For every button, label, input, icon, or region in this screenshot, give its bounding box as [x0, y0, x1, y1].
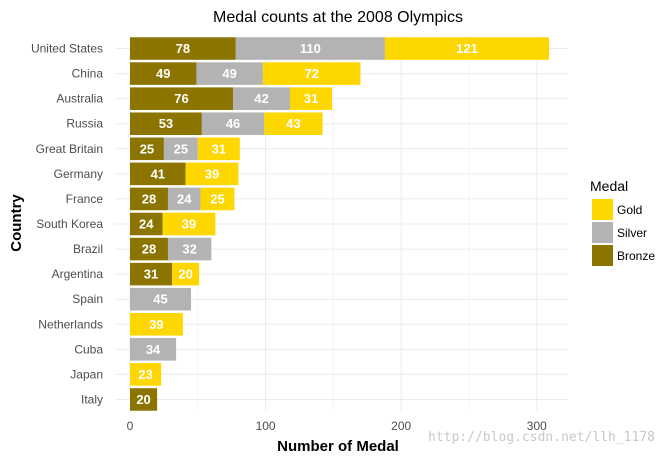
bar-gold — [264, 112, 323, 136]
bar-value-label: 20 — [136, 392, 150, 407]
bar-value-label: 31 — [212, 141, 226, 156]
bar-bronze — [130, 62, 197, 85]
bar-bronze — [130, 37, 236, 60]
bar-value-label: 31 — [144, 267, 158, 282]
bar-value-label: 28 — [142, 191, 156, 206]
bar-value-label: 41 — [151, 166, 165, 181]
x-tick-label: 300 — [527, 419, 547, 433]
bar-silver — [163, 137, 198, 161]
bar-gold — [197, 137, 240, 161]
x-tick-label: 0 — [127, 419, 134, 433]
bar-bronze — [130, 388, 158, 411]
chart-title: Medal counts at the 2008 Olympics — [213, 9, 463, 26]
x-tick-label: 100 — [256, 419, 276, 433]
y-axis-tick-labels: United States China Australia Russia Great B… — [31, 42, 103, 407]
bar-bronze — [130, 137, 164, 161]
x-tick-label: 200 — [391, 419, 411, 433]
bar-bronze — [130, 212, 163, 236]
bar-bronze — [130, 237, 168, 261]
bar-silver — [196, 62, 263, 85]
bar-value-label: 76 — [174, 91, 188, 106]
bar-value-label: 39 — [205, 166, 219, 181]
bar-value-label: 78 — [176, 41, 190, 56]
bar-value-label: 25 — [210, 191, 224, 206]
bar-value-label: 72 — [304, 66, 318, 81]
y-tick-label: Japan — [70, 367, 103, 381]
bar-value-label: 24 — [139, 217, 154, 232]
bar-gold — [172, 262, 200, 286]
bar-value-label: 45 — [153, 292, 167, 307]
y-axis-title: Country — [8, 194, 25, 252]
legend-key-silver — [592, 222, 613, 243]
bar-value-label: 49 — [156, 66, 170, 81]
bar-gold — [200, 187, 235, 211]
legend-label-gold: Gold — [617, 203, 642, 217]
bar-bronze — [130, 112, 202, 136]
bar-gold — [130, 363, 162, 386]
bar-silver — [130, 338, 177, 361]
bar-value-label: 25 — [174, 141, 188, 156]
bar-value-label: 25 — [140, 141, 154, 156]
y-tick-label: United States — [31, 42, 103, 56]
y-tick-label: China — [72, 67, 104, 81]
bar-value-label: 24 — [177, 191, 192, 206]
y-tick-label: Russia — [66, 117, 103, 131]
bar-gold — [290, 87, 333, 110]
bar-bronze — [130, 262, 173, 286]
bar-silver — [235, 37, 385, 60]
bar-value-label: 46 — [226, 116, 240, 131]
x-axis-tick-labels: 0 100 200 300 — [127, 419, 547, 433]
y-tick-label: Great Britain — [36, 142, 103, 156]
bar-silver — [167, 237, 212, 261]
bar-value-label: 121 — [456, 41, 478, 56]
bar-silver — [130, 287, 192, 311]
legend-label-bronze: Bronze — [617, 249, 655, 263]
bar-value-label: 43 — [286, 116, 300, 131]
legend-key-bronze — [592, 245, 613, 266]
bar-silver — [167, 187, 201, 211]
watermark: http://blog.csdn.net/llh_1178 — [428, 430, 655, 445]
bar-value-label: 34 — [146, 342, 161, 357]
legend-label-silver: Silver — [617, 226, 647, 240]
bar-value-label: 39 — [182, 217, 196, 232]
bar-value-label: 49 — [222, 66, 236, 81]
y-tick-label: Italy — [81, 392, 103, 406]
legend-title: Medal — [590, 178, 628, 194]
y-tick-label: Cuba — [74, 342, 103, 356]
bar-silver — [201, 112, 265, 136]
x-axis-title: Number of Medal — [277, 438, 399, 455]
y-tick-label: Germany — [54, 167, 103, 181]
legend-key-gold — [592, 199, 613, 220]
bar-gold — [162, 212, 216, 236]
bar-value-label: 28 — [142, 242, 156, 257]
bar-value-label: 32 — [182, 242, 196, 257]
bar-gold — [262, 62, 361, 85]
y-tick-label: Netherlands — [38, 317, 103, 331]
bar-value-label: 31 — [304, 91, 318, 106]
y-tick-label: Argentina — [52, 267, 104, 281]
bar-gold — [130, 312, 183, 336]
bars: 78 110 121 49 49 72 76 42 31 53 46 43 25 25 31 41 39 28 24… — [130, 37, 550, 411]
bar-silver — [233, 87, 291, 110]
bar-value-label: 23 — [138, 367, 152, 382]
y-tick-label: Australia — [56, 92, 103, 106]
y-tick-label: Brazil — [73, 242, 103, 256]
bar-gold — [185, 162, 239, 186]
bar-value-label: 110 — [300, 41, 321, 56]
legend: Medal Gold Silver Bronze — [590, 178, 655, 266]
bar-bronze — [130, 87, 234, 110]
bar-value-label: 53 — [159, 116, 173, 131]
bar-gold — [384, 37, 550, 60]
bar-bronze — [130, 187, 168, 211]
y-tick-label: Spain — [72, 292, 103, 306]
y-tick-label: South Korea — [36, 217, 103, 231]
bar-value-label: 39 — [149, 317, 163, 332]
bar-bronze — [130, 162, 186, 186]
bar-value-label: 42 — [254, 91, 268, 106]
bar-value-label: 20 — [178, 267, 192, 282]
y-tick-label: France — [66, 192, 104, 206]
